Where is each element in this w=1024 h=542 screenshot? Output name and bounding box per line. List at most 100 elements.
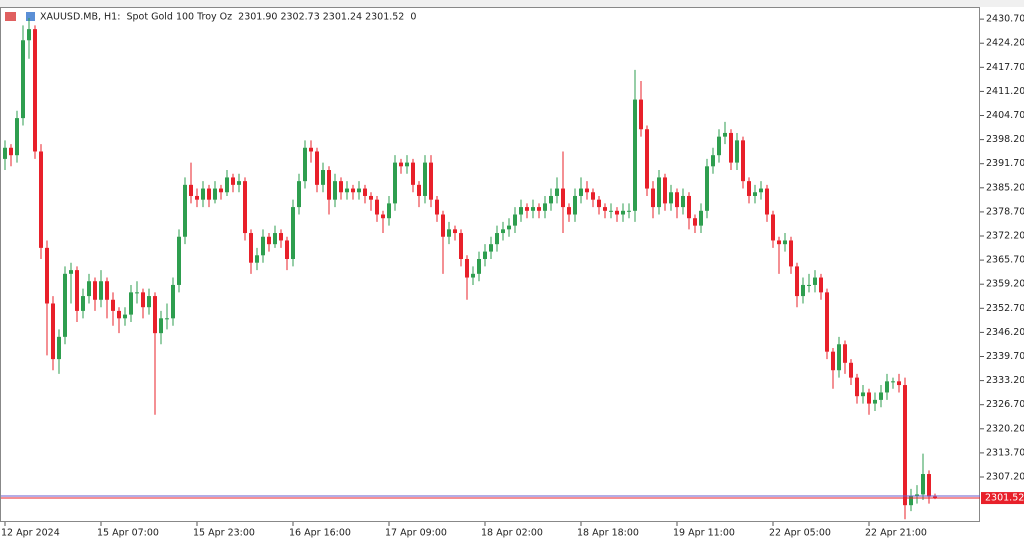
candle-body xyxy=(627,210,631,212)
y-tick-label: 2404.70 xyxy=(986,110,1024,121)
candle-body xyxy=(807,284,811,286)
y-tick-label: 2378.70 xyxy=(986,206,1024,217)
candle-body xyxy=(411,162,415,185)
candle-body xyxy=(303,147,307,182)
candle-body xyxy=(501,229,505,234)
candle-body xyxy=(465,258,469,278)
candle-body xyxy=(687,195,691,219)
y-tick-label: 2417.70 xyxy=(986,62,1024,73)
candle-body xyxy=(537,207,541,211)
candle-body xyxy=(513,214,517,226)
candle-body xyxy=(879,392,883,400)
x-tick-label: 15 Apr 07:00 xyxy=(97,528,159,539)
y-tick-label: 2333.20 xyxy=(986,375,1024,386)
candle-body xyxy=(117,310,121,319)
candle-body xyxy=(381,214,385,219)
candle-body xyxy=(189,184,193,196)
candle-body xyxy=(45,247,49,304)
candle-body xyxy=(141,292,145,308)
candle-body xyxy=(819,277,823,293)
candle-body xyxy=(375,199,379,215)
candle-body xyxy=(153,296,157,334)
x-tick-label: 12 Apr 2024 xyxy=(1,528,60,539)
candle-body xyxy=(63,273,67,337)
candle-body xyxy=(159,318,163,334)
candle-body xyxy=(207,188,211,200)
price-tag-label: 2301.52 xyxy=(985,493,1024,504)
candle-body xyxy=(927,474,931,497)
candle-body xyxy=(663,177,667,204)
candle-body xyxy=(171,284,175,319)
candle-body xyxy=(291,207,295,259)
candle-body xyxy=(273,233,277,245)
candle-body xyxy=(387,203,391,219)
tab-strip xyxy=(0,0,1024,7)
candle-body xyxy=(723,132,727,137)
y-tick-label: 2391.70 xyxy=(986,158,1024,169)
candle-body xyxy=(609,210,613,212)
candle-body xyxy=(183,184,187,237)
candle-body xyxy=(621,210,625,215)
candle-body xyxy=(417,184,421,196)
candle-body xyxy=(813,277,817,285)
y-tick-label: 2326.70 xyxy=(986,399,1024,410)
candle-body xyxy=(231,177,235,185)
candle-body xyxy=(267,236,271,245)
y-tick-label: 2352.70 xyxy=(986,303,1024,314)
candle-body xyxy=(327,170,331,200)
candle-body xyxy=(195,195,199,200)
candle-body xyxy=(885,381,889,393)
x-tick-label: 22 Apr 21:00 xyxy=(865,528,927,539)
candle-body xyxy=(735,140,739,163)
candle-body xyxy=(561,188,565,208)
candle-body xyxy=(867,392,871,404)
candle-body xyxy=(279,233,283,241)
candle-body xyxy=(933,496,937,499)
candle-body xyxy=(33,29,37,152)
x-tick-label: 18 Apr 18:00 xyxy=(577,528,639,539)
candle-body xyxy=(753,192,757,196)
candle-body xyxy=(369,195,373,200)
candle-body xyxy=(177,236,181,285)
candle-body xyxy=(891,381,895,383)
candle-body xyxy=(261,236,265,256)
candle-body xyxy=(555,188,559,196)
candle-body xyxy=(243,181,247,234)
candle-body xyxy=(201,188,205,200)
candle-body xyxy=(705,166,709,211)
y-tick-label: 2430.70 xyxy=(986,14,1024,25)
candle-body xyxy=(543,203,547,211)
candle-body xyxy=(777,240,781,245)
candle-body xyxy=(669,192,673,204)
candle-body xyxy=(507,225,511,230)
candle-body xyxy=(591,192,595,200)
candle-body xyxy=(87,281,91,297)
candle-body xyxy=(729,132,733,163)
candle-body xyxy=(579,188,583,196)
candle-body xyxy=(771,214,775,241)
candle-body xyxy=(843,344,847,363)
candle-body xyxy=(741,140,745,182)
candle-body xyxy=(237,181,241,185)
candle-body xyxy=(297,181,301,208)
candle-body xyxy=(249,233,253,263)
y-tick-label: 2424.20 xyxy=(986,38,1024,49)
candle-body xyxy=(429,162,433,200)
candle-body xyxy=(921,474,925,495)
plot-frame xyxy=(0,7,980,522)
candle-body xyxy=(573,195,577,215)
candle-body xyxy=(567,207,571,215)
candle-body xyxy=(351,188,355,193)
x-tick-label: 22 Apr 05:00 xyxy=(769,528,831,539)
chart-title: XAUUSD.MB, H1: Spot Gold 100 Troy Oz 230… xyxy=(40,12,416,23)
candle-body xyxy=(333,181,337,200)
candle-body xyxy=(75,270,79,311)
candle-body xyxy=(765,188,769,215)
candle-body xyxy=(873,399,877,404)
candle-body xyxy=(693,218,697,226)
candle-body xyxy=(27,29,31,41)
candle-body xyxy=(309,147,313,152)
candle-body xyxy=(447,229,451,237)
candle-body xyxy=(645,129,649,189)
